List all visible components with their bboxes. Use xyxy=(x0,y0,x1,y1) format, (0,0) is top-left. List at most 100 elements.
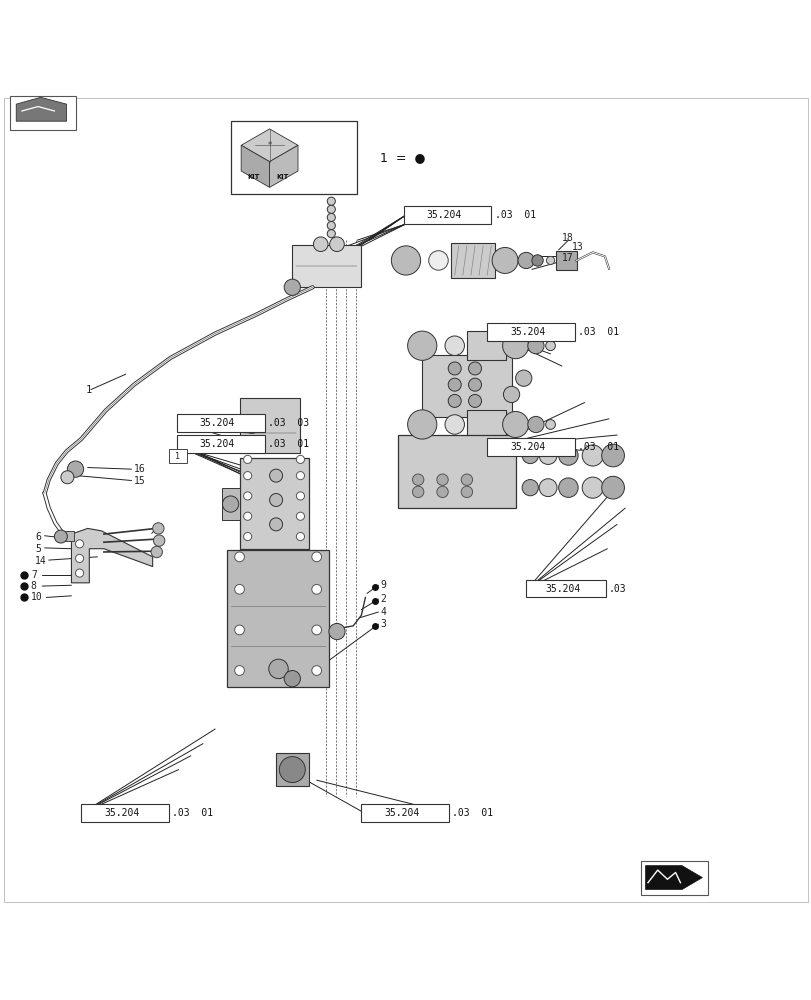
Polygon shape xyxy=(71,528,152,583)
Circle shape xyxy=(67,461,84,477)
Text: 35.204: 35.204 xyxy=(200,439,234,449)
Circle shape xyxy=(234,666,244,675)
Circle shape xyxy=(75,569,84,577)
Text: 18: 18 xyxy=(561,233,573,243)
Circle shape xyxy=(428,251,448,270)
Circle shape xyxy=(527,338,543,354)
Polygon shape xyxy=(241,145,269,187)
Circle shape xyxy=(502,411,528,437)
Bar xyxy=(10,96,76,130)
Circle shape xyxy=(75,554,84,563)
Circle shape xyxy=(151,546,162,558)
Circle shape xyxy=(243,512,251,520)
Circle shape xyxy=(448,378,461,391)
Circle shape xyxy=(329,237,344,252)
Text: 1: 1 xyxy=(175,452,180,461)
Text: 2: 2 xyxy=(380,594,385,604)
Circle shape xyxy=(313,237,328,252)
Bar xyxy=(231,121,357,194)
Text: 1: 1 xyxy=(85,385,92,395)
Circle shape xyxy=(503,386,519,403)
Circle shape xyxy=(61,471,74,484)
Circle shape xyxy=(243,417,260,433)
Circle shape xyxy=(311,552,321,562)
Bar xyxy=(177,414,264,432)
Circle shape xyxy=(327,205,335,213)
Bar xyxy=(239,398,300,453)
Circle shape xyxy=(311,584,321,594)
Bar xyxy=(397,435,515,508)
Text: 13: 13 xyxy=(571,242,582,252)
Bar xyxy=(227,550,328,687)
Circle shape xyxy=(527,416,543,433)
Circle shape xyxy=(327,213,335,221)
Circle shape xyxy=(468,362,481,375)
Circle shape xyxy=(391,246,420,275)
Bar xyxy=(403,206,491,224)
Circle shape xyxy=(234,552,244,562)
Polygon shape xyxy=(645,866,702,890)
Text: .03  01: .03 01 xyxy=(494,210,535,220)
Text: .03: .03 xyxy=(608,584,626,594)
Text: 14: 14 xyxy=(35,556,46,566)
Circle shape xyxy=(243,472,251,480)
Circle shape xyxy=(546,256,554,265)
Circle shape xyxy=(491,247,517,273)
Circle shape xyxy=(436,474,448,485)
Text: 35.204: 35.204 xyxy=(509,442,544,452)
Circle shape xyxy=(296,512,304,520)
Circle shape xyxy=(436,486,448,498)
Circle shape xyxy=(545,341,555,351)
Circle shape xyxy=(531,255,543,266)
Circle shape xyxy=(444,415,464,434)
Bar xyxy=(487,438,574,456)
Text: 35.204: 35.204 xyxy=(426,210,461,220)
Text: KIT: KIT xyxy=(276,174,288,180)
Circle shape xyxy=(243,455,251,463)
Bar xyxy=(526,580,605,597)
Circle shape xyxy=(284,671,300,687)
Bar xyxy=(292,245,361,287)
Circle shape xyxy=(412,474,423,485)
Circle shape xyxy=(269,469,282,482)
Bar xyxy=(361,804,448,822)
Text: *: * xyxy=(267,141,272,150)
Circle shape xyxy=(521,480,538,496)
Circle shape xyxy=(444,336,464,355)
Circle shape xyxy=(243,532,251,541)
Text: .03  01: .03 01 xyxy=(172,808,213,818)
Text: .03  01: .03 01 xyxy=(268,439,309,449)
Circle shape xyxy=(152,523,164,534)
Text: .03  03: .03 03 xyxy=(268,418,309,428)
Text: .03  01: .03 01 xyxy=(577,327,619,337)
Circle shape xyxy=(601,476,624,499)
Bar xyxy=(169,449,187,463)
Bar xyxy=(221,488,239,520)
Circle shape xyxy=(558,446,577,465)
Text: 35.204: 35.204 xyxy=(384,808,418,818)
Circle shape xyxy=(243,492,251,500)
Circle shape xyxy=(407,331,436,360)
Bar xyxy=(450,243,495,278)
Circle shape xyxy=(502,333,528,359)
Text: 9: 9 xyxy=(380,580,385,590)
Text: 6: 6 xyxy=(35,532,41,542)
Circle shape xyxy=(468,394,481,407)
Circle shape xyxy=(448,362,461,375)
Text: 1  =  ●: 1 = ● xyxy=(380,151,425,164)
Circle shape xyxy=(601,444,624,467)
Text: 4: 4 xyxy=(380,607,385,617)
Text: 5: 5 xyxy=(35,544,41,554)
Circle shape xyxy=(296,492,304,500)
Circle shape xyxy=(468,378,481,391)
Circle shape xyxy=(448,394,461,407)
Circle shape xyxy=(153,535,165,546)
Circle shape xyxy=(327,197,335,205)
Text: 10: 10 xyxy=(31,592,42,602)
Text: 3: 3 xyxy=(380,619,385,629)
Bar xyxy=(276,753,308,786)
Text: 16: 16 xyxy=(134,464,145,474)
Text: 7: 7 xyxy=(31,570,36,580)
Circle shape xyxy=(268,659,288,679)
Bar xyxy=(59,531,74,541)
